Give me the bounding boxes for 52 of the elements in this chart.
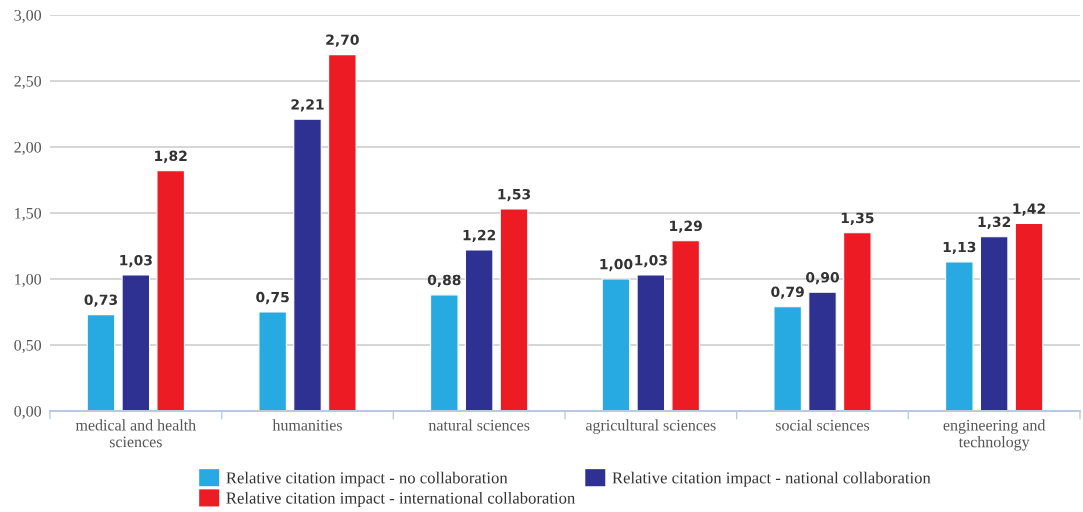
data-label: 1,03 xyxy=(635,254,667,268)
bar xyxy=(979,236,1009,411)
y-tick-label: 1,00 xyxy=(15,273,42,287)
y-tick-label: 2,00 xyxy=(14,141,42,155)
data-label: 1,00 xyxy=(600,258,633,272)
x-tick-label: medical and health sciences xyxy=(75,419,196,448)
x-tick-label: natural sciences xyxy=(428,419,530,431)
bar xyxy=(601,278,631,411)
bar xyxy=(808,291,837,411)
data-label: 1,35 xyxy=(841,212,874,225)
data-label: 2,70 xyxy=(326,34,359,47)
bar xyxy=(328,54,357,411)
bar xyxy=(293,118,322,411)
data-label: 0,79 xyxy=(771,286,804,299)
bar xyxy=(671,240,700,411)
bar xyxy=(430,294,459,411)
data-label: 2,21 xyxy=(291,99,324,112)
bar xyxy=(121,274,151,411)
data-label: 0,90 xyxy=(806,272,839,285)
data-label: 1,03 xyxy=(120,254,152,268)
bar xyxy=(258,311,287,411)
legend-label: Relative citation impact - no collaboration xyxy=(226,471,508,487)
x-tick-label: agricultural sciences xyxy=(585,419,716,434)
data-label: 1,22 xyxy=(463,229,496,243)
bar xyxy=(1014,223,1044,411)
data-label: 1,13 xyxy=(943,241,976,254)
data-label: 1,53 xyxy=(498,188,531,202)
bar xyxy=(945,261,974,411)
bar xyxy=(86,314,116,411)
legend-label: Relative citation impact - international collaboration xyxy=(226,491,576,508)
bar xyxy=(156,170,185,411)
data-label: 1,82 xyxy=(155,150,187,163)
x-tick-label: engineering and technology xyxy=(943,419,1046,451)
bar xyxy=(636,274,666,411)
y-tick-label: 0,50 xyxy=(14,339,42,353)
data-label: 1,32 xyxy=(978,216,1011,229)
bar xyxy=(464,249,494,411)
data-label: 0,75 xyxy=(256,291,289,305)
data-label: 0,73 xyxy=(84,294,118,307)
x-tick-label: humanities xyxy=(272,419,342,431)
data-label: 0,88 xyxy=(427,274,461,287)
bar xyxy=(499,208,529,411)
bar xyxy=(843,232,872,411)
y-tick-label: 1,50 xyxy=(15,207,42,221)
y-tick-label: 2,50 xyxy=(14,75,42,89)
data-label: 1,29 xyxy=(670,220,702,233)
x-tick-label: social sciences xyxy=(775,419,870,431)
legend-label: Relative citation impact - national collaboration xyxy=(612,471,931,487)
y-tick-label: 3,00 xyxy=(14,9,42,23)
data-label: 1,42 xyxy=(1013,203,1045,216)
bar xyxy=(773,306,802,411)
y-tick-label: 0,00 xyxy=(14,405,42,419)
